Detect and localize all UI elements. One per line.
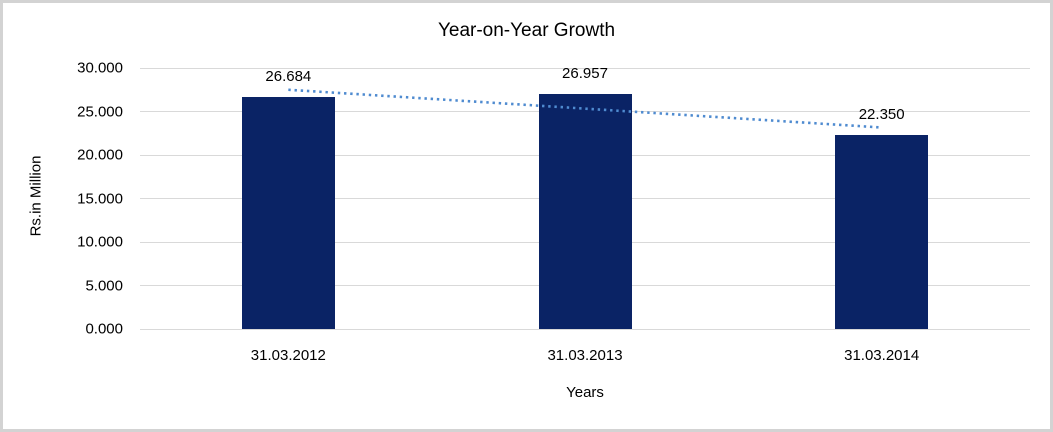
x-axis: 31.03.2012 31.03.2013 31.03.2014 [140,347,1030,367]
bar [538,94,632,329]
plot-area: 26.684 26.957 22.350 [140,65,1030,330]
x-category-label: 31.03.2012 [250,347,326,364]
y-tick-label: 15.000 [77,190,123,207]
y-tick-label: 20.000 [77,146,123,164]
gridline [140,67,1030,69]
y-tick-label: 10.000 [77,233,123,251]
bar [835,134,929,329]
x-category-label: 31.03.2013 [547,347,623,364]
data-label: 22.350 [858,105,905,123]
chart-title: Year-on-Year Growth [437,20,616,41]
x-axis-title: Years [566,384,604,401]
x-category-label: 31.03.2014 [844,347,920,364]
y-axis: 0.000 5.000 10.000 15.000 20.000 25.000 30.000 [3,60,123,338]
trendline [288,88,882,129]
data-label: 26.957 [562,65,608,83]
y-tick-label: 25.000 [77,103,123,120]
data-label: 26.684 [265,67,312,85]
y-tick-label: 5.000 [85,277,123,294]
gridline [140,328,1030,330]
y-tick-label: 30.000 [77,59,123,77]
bar [241,96,335,329]
y-tick-label: 0.000 [85,320,123,338]
